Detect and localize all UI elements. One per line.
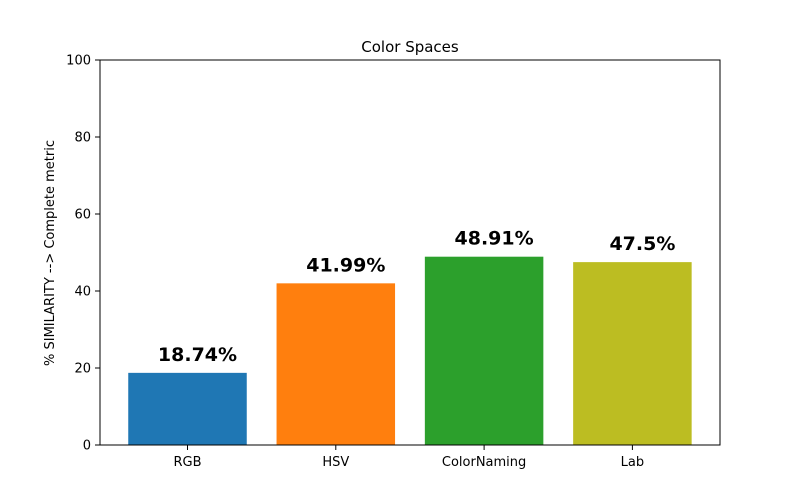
y-tick-label: 0 — [83, 439, 91, 454]
y-axis-label: % SIMILARITY --> Complete metric — [43, 140, 58, 366]
y-tick-label: 40 — [74, 285, 91, 300]
x-axis-ticks: RGB HSV ColorNaming Lab — [173, 445, 644, 470]
data-label: 47.5% — [609, 233, 675, 255]
bars — [128, 256, 692, 445]
bar-rgb — [128, 372, 247, 445]
y-axis-ticks: 0 20 40 60 80 100 — [66, 54, 100, 454]
y-tick-label: 80 — [74, 131, 91, 146]
x-tick-label: RGB — [173, 455, 201, 470]
chart-title: Color Spaces — [361, 38, 459, 56]
bar-hsv — [276, 283, 396, 445]
y-tick-label: 20 — [74, 362, 91, 377]
plot-area-frame — [99, 59, 721, 446]
data-label: 18.74% — [158, 344, 237, 366]
x-tick-label: Lab — [621, 455, 644, 470]
x-tick-label: HSV — [322, 455, 349, 470]
data-labels: 18.74% 41.99% 48.91% 47.5% — [158, 228, 675, 366]
y-tick-label: 100 — [66, 54, 91, 69]
data-label: 41.99% — [306, 254, 385, 276]
data-label: 48.91% — [455, 228, 534, 250]
x-tick-label: ColorNaming — [442, 455, 526, 470]
y-tick-label: 60 — [74, 208, 91, 223]
bar-colornaming — [424, 256, 544, 445]
bar-lab — [573, 262, 692, 445]
